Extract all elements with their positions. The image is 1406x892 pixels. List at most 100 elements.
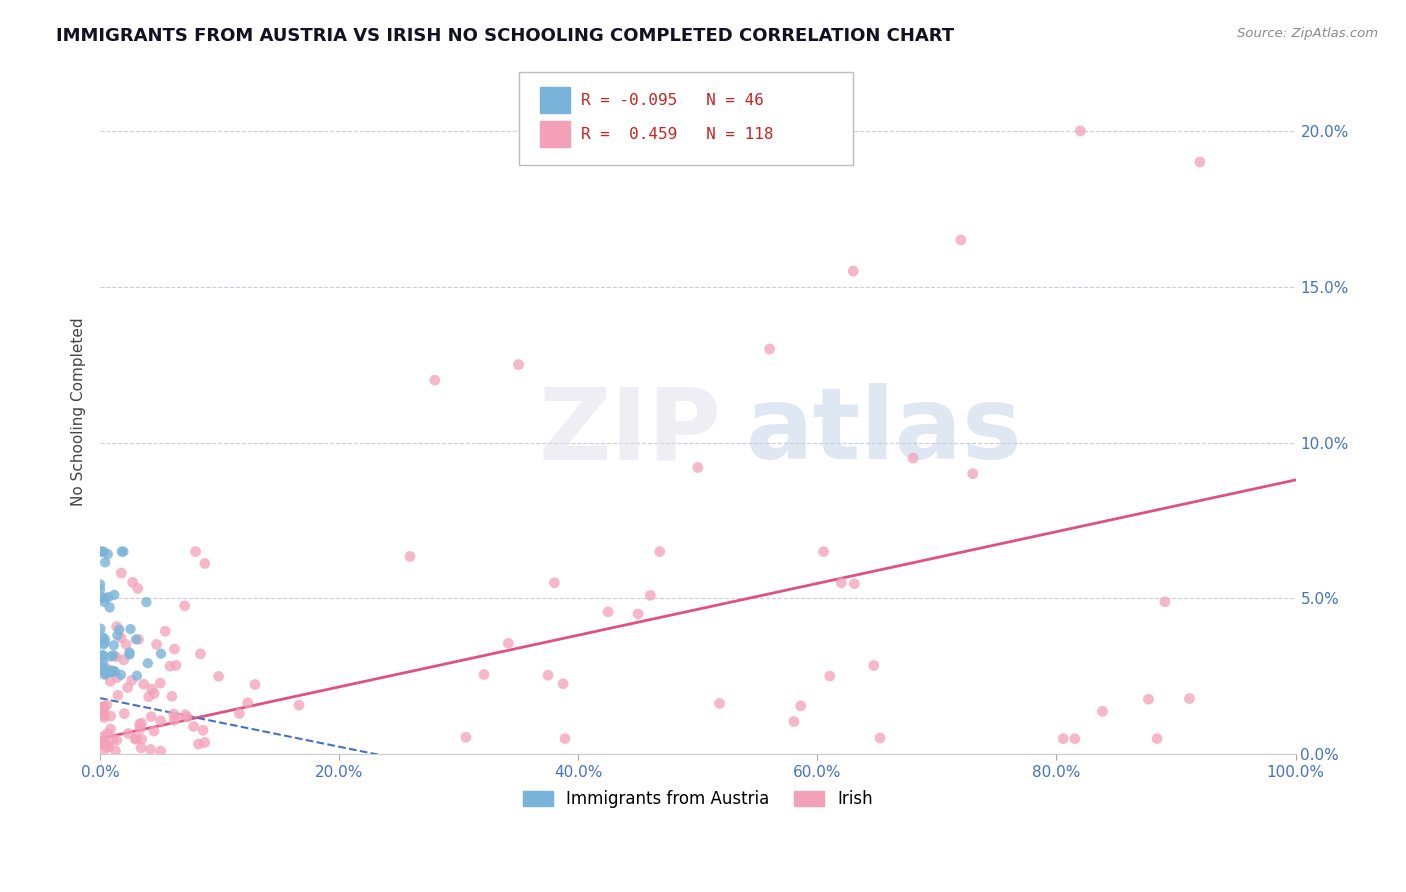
Text: ZIP: ZIP bbox=[538, 384, 721, 481]
Point bbox=[236, 696, 259, 710]
Point bbox=[93, 699, 115, 714]
Point bbox=[125, 731, 148, 746]
Point bbox=[149, 714, 172, 728]
Point bbox=[125, 632, 148, 647]
Point bbox=[176, 710, 198, 724]
Bar bbox=[540, 87, 569, 113]
Point bbox=[100, 709, 122, 723]
Point bbox=[149, 647, 172, 661]
Point bbox=[97, 547, 120, 561]
Text: IMMIGRANTS FROM AUSTRIA VS IRISH NO SCHOOLING COMPLETED CORRELATION CHART: IMMIGRANTS FROM AUSTRIA VS IRISH NO SCHO… bbox=[56, 27, 955, 45]
Point bbox=[105, 671, 128, 685]
Point bbox=[124, 732, 146, 747]
Point bbox=[93, 706, 115, 720]
Point bbox=[110, 566, 132, 581]
Point bbox=[138, 690, 160, 704]
Legend: Immigrants from Austria, Irish: Immigrants from Austria, Irish bbox=[516, 783, 880, 814]
Point bbox=[596, 605, 619, 619]
Bar bbox=[540, 121, 569, 147]
Point bbox=[173, 599, 195, 613]
Point bbox=[508, 358, 530, 372]
Point bbox=[194, 735, 217, 749]
Point bbox=[288, 698, 311, 713]
Point bbox=[472, 667, 495, 681]
Point bbox=[93, 733, 115, 747]
Point bbox=[640, 588, 662, 602]
Point bbox=[93, 738, 115, 752]
Point bbox=[100, 649, 122, 664]
Point bbox=[537, 668, 560, 682]
Point bbox=[89, 582, 111, 597]
Point bbox=[163, 713, 186, 727]
Point bbox=[91, 656, 114, 670]
Point bbox=[165, 658, 187, 673]
Point bbox=[498, 636, 520, 650]
Point bbox=[844, 576, 866, 591]
Point bbox=[141, 709, 163, 723]
Point bbox=[183, 719, 205, 733]
Point bbox=[194, 557, 217, 571]
Point bbox=[91, 648, 114, 662]
Point bbox=[105, 619, 128, 633]
Point bbox=[93, 636, 115, 650]
Point bbox=[454, 730, 477, 744]
Point bbox=[709, 697, 731, 711]
Point bbox=[105, 628, 128, 642]
Point bbox=[97, 590, 120, 604]
Point bbox=[187, 737, 209, 751]
Text: Source: ZipAtlas.com: Source: ZipAtlas.com bbox=[1237, 27, 1378, 40]
Point bbox=[129, 722, 152, 736]
Point bbox=[91, 659, 114, 673]
Point bbox=[962, 467, 984, 481]
Point bbox=[758, 342, 780, 356]
Point bbox=[128, 632, 150, 647]
Point bbox=[1153, 595, 1175, 609]
Point bbox=[96, 662, 118, 676]
Point bbox=[93, 708, 115, 723]
Point bbox=[103, 648, 125, 663]
Point bbox=[117, 681, 139, 695]
Point bbox=[101, 664, 124, 678]
Point bbox=[103, 588, 125, 602]
Point bbox=[191, 723, 214, 738]
Point bbox=[131, 732, 153, 747]
Point bbox=[93, 737, 115, 751]
Point bbox=[129, 740, 152, 755]
Point bbox=[128, 717, 150, 731]
Point bbox=[117, 726, 139, 740]
Point bbox=[97, 740, 120, 755]
Point bbox=[93, 661, 115, 675]
Point bbox=[94, 664, 117, 678]
Point bbox=[1069, 124, 1091, 138]
Point bbox=[243, 677, 266, 691]
Point bbox=[1188, 155, 1211, 169]
Point bbox=[101, 732, 124, 747]
Y-axis label: No Schooling Completed: No Schooling Completed bbox=[72, 317, 86, 506]
Point bbox=[163, 706, 186, 721]
Point bbox=[862, 658, 884, 673]
Point bbox=[94, 632, 117, 647]
Point bbox=[90, 544, 112, 558]
Point bbox=[163, 642, 186, 657]
Point bbox=[98, 664, 121, 678]
Point bbox=[813, 544, 835, 558]
Point bbox=[108, 623, 131, 637]
Point bbox=[101, 665, 124, 679]
Point bbox=[1064, 731, 1087, 746]
FancyBboxPatch shape bbox=[519, 72, 853, 164]
Point bbox=[118, 648, 141, 662]
Point bbox=[120, 622, 142, 636]
Point bbox=[105, 733, 128, 747]
Point bbox=[93, 544, 115, 558]
Point bbox=[627, 607, 650, 621]
Point bbox=[97, 739, 120, 754]
Point bbox=[91, 630, 114, 644]
Point bbox=[93, 591, 115, 605]
Point bbox=[118, 645, 141, 659]
Point bbox=[135, 595, 157, 609]
Point bbox=[949, 233, 972, 247]
Point bbox=[127, 582, 149, 596]
Point bbox=[112, 706, 135, 721]
Point bbox=[93, 595, 115, 609]
Point bbox=[110, 668, 132, 682]
